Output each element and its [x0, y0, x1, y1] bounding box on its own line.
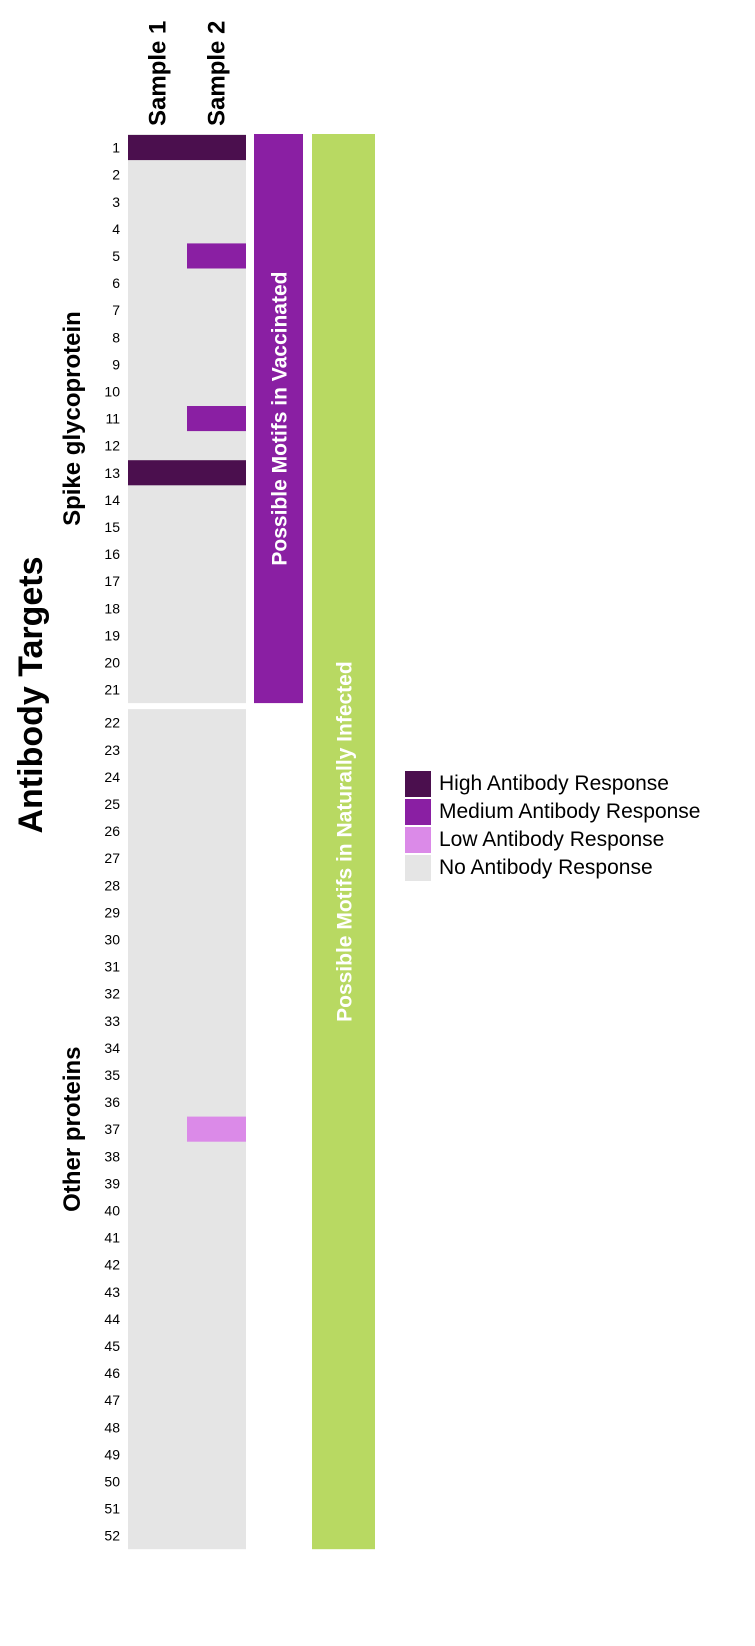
heat-cell-row-5-col-2 [187, 243, 246, 269]
row-label-5: 5 [112, 248, 120, 264]
group-label-1: Spike glycoprotein [59, 311, 86, 526]
row-label-29: 29 [104, 904, 120, 920]
row-label-39: 39 [104, 1175, 120, 1191]
row-label-34: 34 [104, 1040, 120, 1056]
row-label-1: 1 [112, 140, 120, 156]
row-label-35: 35 [104, 1067, 120, 1083]
row-label-3: 3 [112, 194, 120, 210]
row-label-30: 30 [104, 931, 120, 947]
legend-item-low: Low Antibody Response [405, 826, 701, 854]
legend-label-high: High Antibody Response [439, 772, 669, 795]
legend-swatch-high [405, 771, 431, 797]
row-label-26: 26 [104, 823, 120, 839]
motif-bar-label-1: Possible Motifs in Vaccinated [269, 272, 292, 566]
row-label-8: 8 [112, 329, 120, 345]
heat-cell-row-13-col-2 [187, 460, 246, 486]
row-label-19: 19 [104, 627, 120, 643]
heat-cell-row-1-col-2 [187, 135, 246, 161]
legend: High Antibody Response Medium Antibody R… [405, 770, 701, 882]
row-label-47: 47 [104, 1392, 120, 1408]
heat-cell-row-13-col-1 [128, 460, 187, 486]
row-label-28: 28 [104, 877, 120, 893]
motif-bar-2 [312, 134, 375, 1550]
row-label-38: 38 [104, 1148, 120, 1164]
row-label-11: 11 [105, 411, 120, 427]
heat-cell-row-1-col-1 [128, 135, 187, 161]
motif-bar-1 [254, 134, 303, 704]
row-label-32: 32 [104, 986, 120, 1002]
row-label-22: 22 [104, 715, 120, 731]
row-label-13: 13 [104, 465, 120, 481]
row-label-37: 37 [104, 1121, 120, 1137]
row-label-44: 44 [104, 1311, 120, 1327]
legend-item-high: High Antibody Response [405, 770, 701, 798]
row-label-10: 10 [104, 383, 120, 399]
group-label-2: Other proteins [59, 1046, 86, 1211]
row-label-42: 42 [104, 1257, 120, 1273]
row-label-12: 12 [104, 438, 120, 454]
legend-label-medium: Medium Antibody Response [439, 800, 701, 823]
legend-swatch-low [405, 827, 431, 853]
row-label-15: 15 [104, 519, 120, 535]
row-label-50: 50 [104, 1473, 120, 1489]
row-label-46: 46 [104, 1365, 120, 1381]
row-label-2: 2 [112, 167, 120, 183]
row-label-27: 27 [104, 850, 120, 866]
row-label-21: 21 [104, 682, 120, 698]
legend-label-low: Low Antibody Response [439, 828, 665, 851]
row-label-24: 24 [104, 769, 120, 785]
row-label-45: 45 [104, 1338, 120, 1354]
row-label-17: 17 [104, 573, 120, 589]
legend-swatch-none [405, 855, 431, 881]
row-label-16: 16 [104, 546, 120, 562]
column-label-2: Sample 2 [204, 21, 231, 126]
row-label-7: 7 [112, 302, 120, 318]
y-axis-title: Antibody Targets [12, 556, 50, 833]
legend-label-none: No Antibody Response [439, 856, 653, 879]
row-label-14: 14 [104, 492, 120, 508]
row-label-4: 4 [112, 221, 120, 237]
row-label-20: 20 [104, 654, 120, 670]
row-label-6: 6 [112, 275, 120, 291]
row-label-18: 18 [104, 600, 120, 616]
row-label-49: 49 [104, 1446, 120, 1462]
row-label-23: 23 [104, 742, 120, 758]
row-label-43: 43 [104, 1284, 120, 1300]
row-label-52: 52 [104, 1528, 120, 1544]
row-label-31: 31 [104, 959, 120, 975]
row-label-25: 25 [104, 796, 120, 812]
heat-cell-row-37-col-2 [187, 1116, 246, 1142]
row-label-51: 51 [104, 1501, 120, 1517]
legend-swatch-medium [405, 799, 431, 825]
legend-item-none: No Antibody Response [405, 854, 701, 882]
column-label-1: Sample 1 [145, 21, 172, 126]
legend-item-medium: Medium Antibody Response [405, 798, 701, 826]
row-label-33: 33 [104, 1013, 120, 1029]
motif-bar-label-2: Possible Motifs in Naturally Infected [334, 661, 357, 1022]
row-label-41: 41 [104, 1230, 120, 1246]
row-label-36: 36 [104, 1094, 120, 1110]
row-label-9: 9 [112, 356, 120, 372]
heat-cell-row-11-col-2 [187, 406, 246, 432]
row-label-40: 40 [104, 1202, 120, 1218]
row-label-48: 48 [104, 1419, 120, 1435]
